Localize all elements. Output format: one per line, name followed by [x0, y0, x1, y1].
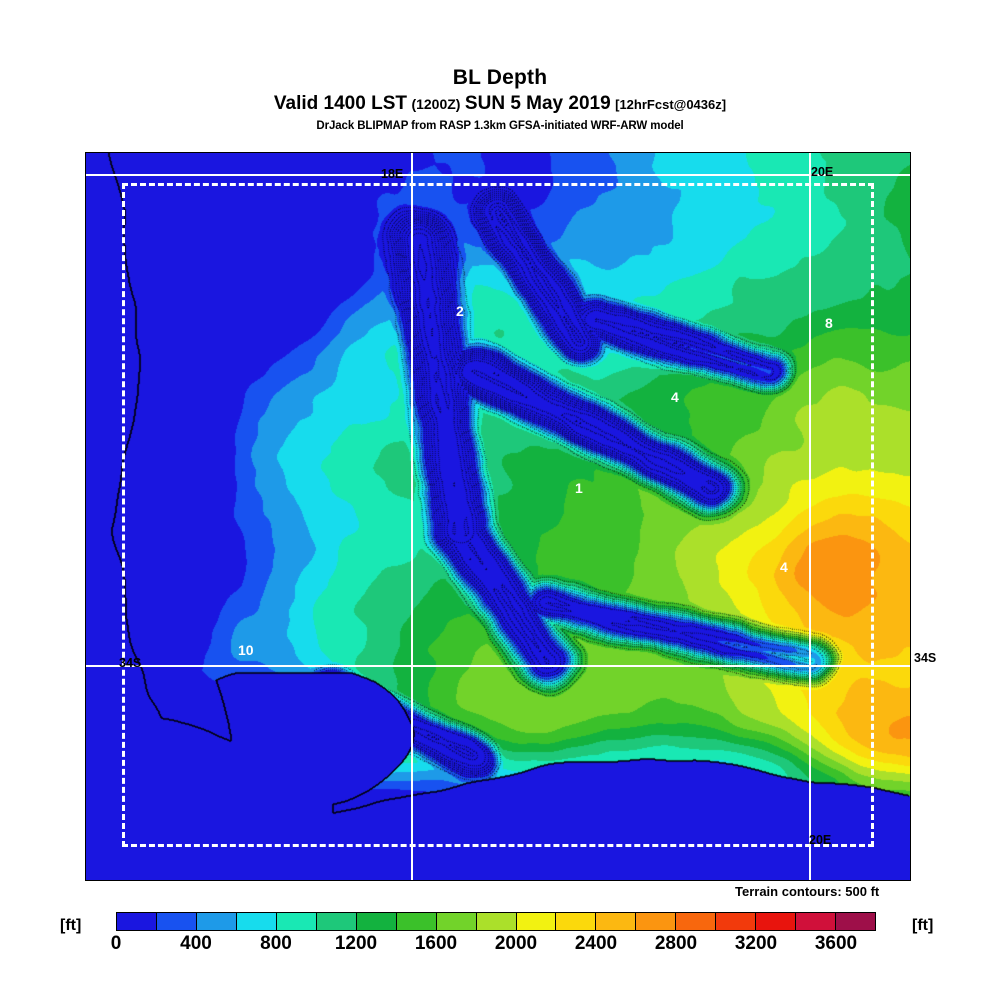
- valid-time-main: Valid 1400 LST: [273, 93, 407, 114]
- colorbar-tick-3200: 3200: [734, 933, 778, 954]
- colorbar-tick-400: 400: [180, 933, 212, 954]
- colorbar-swatch-14: [676, 913, 717, 930]
- edge-label-lat-34s-right: 34S: [914, 651, 937, 665]
- bl-depth-raster: [86, 153, 910, 880]
- colorbar-tick-1200: 1200: [334, 933, 378, 954]
- colorbar-legend: [ft] [ft] 0 400 800 1200 1600 2000 2400 2800 320…: [0, 906, 1000, 966]
- colorbar-swatch-4: [276, 913, 317, 930]
- valid-time-zulu: (1200Z): [411, 96, 461, 112]
- colorbar-swatch-2: [196, 913, 237, 930]
- colorbar-tick-labels: 0 400 800 1200 1600 2000 2400 2800 3200 3600: [111, 933, 876, 959]
- colorbar-swatch-15: [716, 913, 757, 930]
- colorbar-swatch-12: [596, 913, 637, 930]
- colorbar-unit-right: [ft]: [912, 917, 934, 934]
- colorbar-tick-1600: 1600: [414, 933, 458, 954]
- terrain-contour-note: Terrain contours: 500 ft: [735, 884, 880, 899]
- colorbar-swatch-8: [436, 913, 477, 930]
- colorbar-swatch-11: [556, 913, 597, 930]
- colorbar-swatch-13: [636, 913, 677, 930]
- valid-date: SUN 5 May 2019: [464, 93, 611, 114]
- colorbar-tick-2000: 2000: [494, 933, 538, 954]
- colorbar-tick-2800: 2800: [654, 933, 698, 954]
- valid-time-line: Valid 1400 LST (1200Z) SUN 5 May 2019 [1…: [0, 93, 1000, 116]
- colorbar-unit-left: [ft]: [60, 917, 82, 934]
- colorbar-swatch-10: [516, 913, 557, 930]
- colorbar-swatch-0: [117, 913, 157, 930]
- colorbar-swatch-16: [756, 913, 797, 930]
- colorbar-swatch-3: [236, 913, 277, 930]
- page-title: BL Depth: [452, 66, 548, 89]
- forecast-tag: [12hrFcst@0436z]: [615, 97, 727, 112]
- colorbar-swatch-9: [476, 913, 517, 930]
- colorbar-tick-3600: 3600: [814, 933, 858, 954]
- title-block: BL Depth Valid 1400 LST (1200Z) SUN 5 Ma…: [0, 0, 1000, 132]
- model-source-line: DrJack BLIPMAP from RASP 1.3km GFSA-init…: [316, 120, 684, 132]
- colorbar-swatch-1: [156, 913, 197, 930]
- colorbar-swatch-18: [836, 913, 876, 930]
- colorbar-tick-2400: 2400: [574, 933, 618, 954]
- colorbar-tick-800: 800: [260, 933, 292, 954]
- colorbar-swatch-5: [316, 913, 357, 930]
- colorbar-swatch-7: [396, 913, 437, 930]
- colorbar-swatch-17: [796, 913, 837, 930]
- forecast-map[interactable]: 18E 20E 20E 34S 2 8 4 1 4 10: [85, 152, 911, 881]
- colorbar-swatch-6: [356, 913, 397, 930]
- colorbar-tick-0: 0: [110, 933, 122, 954]
- colorbar-swatches: [116, 912, 876, 931]
